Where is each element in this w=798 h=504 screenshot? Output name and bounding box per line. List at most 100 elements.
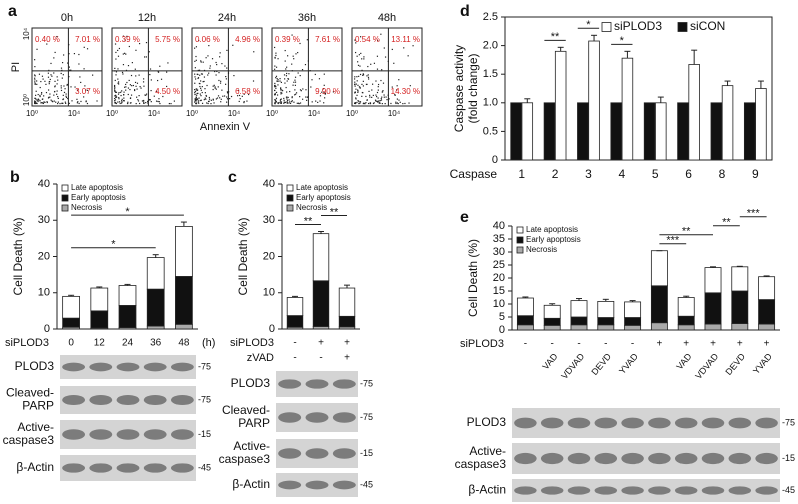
event-dot xyxy=(395,89,398,91)
event-dot xyxy=(118,47,121,50)
blot-band xyxy=(567,417,591,429)
event-dot xyxy=(204,97,206,99)
event-dot xyxy=(208,96,210,99)
event-dot xyxy=(122,53,124,55)
event-dot xyxy=(209,65,211,67)
event-dot xyxy=(211,58,214,60)
blot-band xyxy=(701,452,725,465)
y-tick-label: 0 xyxy=(44,323,50,335)
event-dot xyxy=(288,73,290,75)
event-dot xyxy=(369,94,371,96)
event-dot xyxy=(355,88,357,90)
event-dot xyxy=(226,101,228,103)
event-dot xyxy=(166,71,168,73)
row-value: - xyxy=(293,338,296,349)
event-dot xyxy=(361,91,363,94)
event-dot xyxy=(281,89,283,91)
event-dot xyxy=(367,76,370,78)
event-dot xyxy=(47,76,50,78)
event-dot xyxy=(248,93,250,96)
event-dot xyxy=(373,102,375,104)
event-dot xyxy=(46,101,48,104)
event-dot xyxy=(277,102,279,105)
event-dot xyxy=(68,102,70,104)
axis-label: 10⁴ xyxy=(228,109,241,118)
event-dot xyxy=(65,96,68,99)
row-value: 12 xyxy=(94,338,106,349)
event-dot xyxy=(37,98,39,100)
event-dot xyxy=(374,99,377,101)
event-dot xyxy=(61,77,63,79)
row-value: YVAD xyxy=(751,351,774,376)
event-dot xyxy=(197,77,200,79)
event-dot xyxy=(62,94,64,96)
event-dot xyxy=(274,99,276,101)
blot-band xyxy=(674,417,698,429)
event-dot xyxy=(318,78,321,80)
event-dot xyxy=(217,86,219,88)
event-dot xyxy=(194,93,196,96)
event-dot xyxy=(202,61,204,63)
event-dot xyxy=(114,94,117,96)
event-dot xyxy=(157,71,159,73)
event-dot xyxy=(274,86,276,88)
bar-segment xyxy=(543,317,561,326)
event-dot xyxy=(34,77,36,79)
event-dot xyxy=(118,98,120,100)
event-dot xyxy=(356,101,358,104)
event-dot xyxy=(369,102,372,104)
size-marker: -45 xyxy=(782,485,795,495)
event-dot xyxy=(197,77,199,80)
event-dot xyxy=(396,98,398,100)
event-dot xyxy=(195,100,197,102)
event-dot xyxy=(317,101,319,104)
row-value: + xyxy=(737,339,743,350)
event-dot xyxy=(380,99,383,101)
significance-label: * xyxy=(586,19,591,31)
bar-segment xyxy=(338,315,356,328)
event-dot xyxy=(286,66,288,68)
event-dot xyxy=(359,65,361,67)
event-dot xyxy=(311,101,313,103)
event-dot xyxy=(115,71,118,73)
event-dot xyxy=(207,100,210,103)
blot-band xyxy=(62,394,86,406)
event-dot xyxy=(60,72,62,75)
blot-band xyxy=(674,486,698,495)
event-dot xyxy=(195,98,197,101)
event-dot xyxy=(194,91,196,93)
event-dot xyxy=(215,61,217,64)
bar-segment xyxy=(90,287,109,312)
legend-label: Late apoptosis xyxy=(296,183,348,192)
quadrant-percent: 0.40 % xyxy=(35,35,60,44)
event-dot xyxy=(173,100,175,102)
event-dot xyxy=(314,73,316,76)
event-dot xyxy=(286,99,289,102)
event-dot xyxy=(203,99,205,101)
event-dot xyxy=(305,96,307,98)
blot-band xyxy=(594,486,618,495)
blot-label: β-Actin xyxy=(232,477,270,491)
blot-label: PLOD3 xyxy=(467,415,507,429)
event-dot xyxy=(289,90,291,93)
event-dot xyxy=(201,91,203,94)
event-dot xyxy=(56,35,58,38)
event-dot xyxy=(291,96,293,98)
legend-swatch xyxy=(286,204,294,212)
axis-label: 10⁴ xyxy=(308,109,321,118)
event-dot xyxy=(114,88,116,90)
event-dot xyxy=(60,67,63,69)
event-dot xyxy=(114,91,116,93)
event-dot xyxy=(195,102,197,105)
blot-band xyxy=(514,486,537,495)
row-value: - xyxy=(631,339,634,350)
event-dot xyxy=(377,86,379,88)
event-dot xyxy=(159,102,161,105)
row-value: VDVAD xyxy=(559,351,586,381)
event-dot xyxy=(158,101,160,103)
bar-segment xyxy=(650,322,668,331)
event-dot xyxy=(145,56,147,58)
event-dot xyxy=(34,97,36,99)
event-dot xyxy=(168,102,170,105)
event-dot xyxy=(194,98,196,100)
